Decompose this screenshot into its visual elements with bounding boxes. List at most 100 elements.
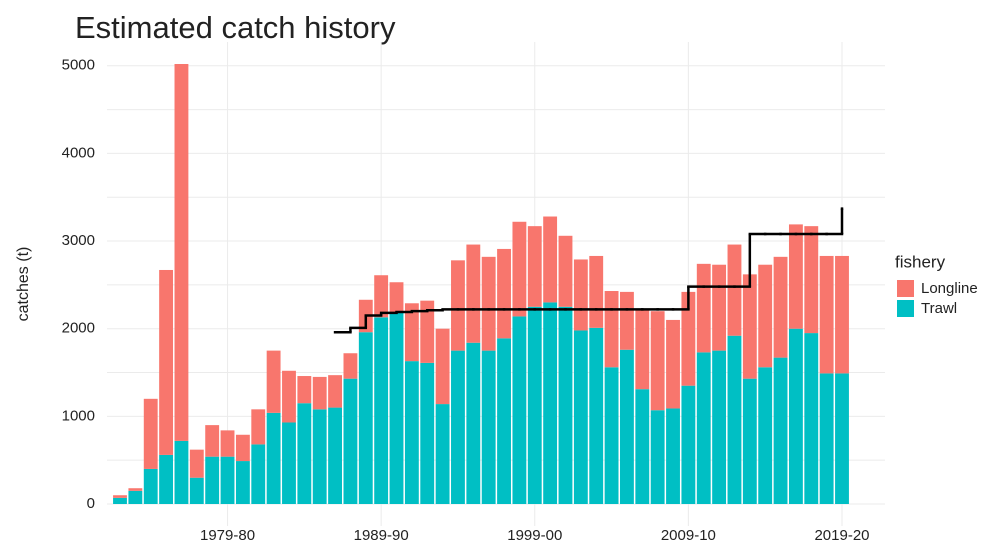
bar [312,376,327,410]
bar [543,216,558,303]
bar [451,350,465,504]
bar [266,350,281,413]
bar [773,256,788,358]
bar [343,378,358,504]
bar [220,430,235,457]
bar [174,440,189,504]
bar [620,291,634,350]
bar [404,303,419,362]
bar [497,338,511,504]
legend-swatch [897,300,914,317]
bar [374,317,389,504]
bar [251,409,266,445]
bar [819,255,834,374]
bar [159,454,174,504]
bar [712,350,727,504]
bar [389,282,404,313]
bar [681,385,696,504]
bar [297,376,312,404]
y-tick-label: 5000 [62,57,95,74]
bar [435,404,450,504]
bar [620,349,634,504]
bar [404,361,419,504]
bar [804,226,819,334]
x-tick-label: 1999-00 [507,527,562,544]
bar [819,373,834,504]
bar [650,311,665,411]
bar [681,291,696,386]
bar [113,497,127,504]
bar [558,306,573,504]
bar [205,425,220,457]
bar [466,342,481,504]
bar [205,456,220,504]
bar [282,370,296,423]
bar [466,244,481,343]
y-tick-label: 4000 [62,144,95,161]
bar [727,335,742,504]
bar [773,357,788,504]
bar [497,248,511,339]
bar [251,444,266,504]
bar [666,319,680,409]
bar [650,410,665,504]
bar [835,373,849,504]
bar [143,398,158,469]
bar [512,316,527,504]
bar [512,221,527,317]
bar [128,490,143,504]
bar [666,408,680,504]
bar [527,306,542,504]
bar [282,422,296,504]
y-axis-label: catches (t) [15,247,32,322]
y-tick-label: 3000 [62,232,95,249]
bar [543,302,558,504]
bar [758,264,773,368]
bar [328,375,342,408]
bar [128,488,143,491]
bar [481,256,496,351]
bar [712,264,727,351]
bar [527,226,542,307]
bar [389,312,404,504]
bar [788,328,803,504]
bar [189,449,204,478]
bar [420,300,435,363]
bar [742,378,757,504]
bar [174,64,189,441]
bar [589,255,604,328]
bar [635,389,650,504]
bar [220,456,235,504]
bar [589,327,604,504]
y-tick-label: 0 [87,495,95,512]
legend-swatch [897,280,914,297]
bar [758,367,773,504]
bar [604,367,619,504]
bar [481,350,496,504]
bar [189,477,204,504]
legend-label: Trawl [921,300,957,317]
bar [573,259,588,331]
x-tick-label: 2019-20 [814,527,869,544]
bar [343,353,358,379]
bar [788,224,803,329]
legend-label: Longline [921,280,978,297]
bar [451,260,465,351]
bar [266,412,281,504]
bar [804,333,819,504]
y-tick-label: 2000 [62,320,95,337]
bar [297,403,312,504]
bar [374,275,389,318]
bar [742,274,757,379]
bar [604,291,619,368]
x-tick-label: 1979-80 [200,527,255,544]
bar [635,310,650,390]
bar [558,235,573,307]
bar [420,362,435,504]
bar [328,407,342,504]
bar [835,255,849,374]
bar [696,263,711,353]
bar [573,330,588,504]
bar [113,495,127,498]
